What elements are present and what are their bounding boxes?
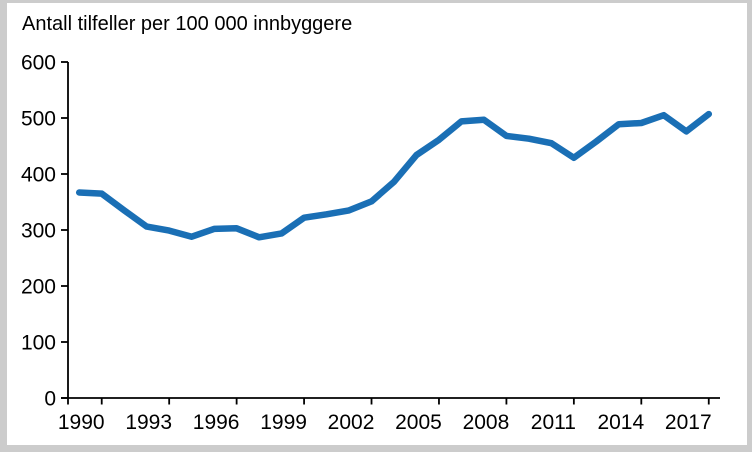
series-line bbox=[75, 110, 713, 241]
x-tick-label: 2008 bbox=[463, 411, 510, 434]
x-tick-label: 2014 bbox=[597, 411, 644, 434]
chart-title: Antall tilfeller per 100 000 innbyggere bbox=[22, 13, 353, 35]
x-tick-label: 2005 bbox=[395, 411, 442, 434]
tick-marks bbox=[61, 61, 710, 405]
tick-labels: 0 100 200 300 400 500 600 1990 1993 1996 1999 2002 2… bbox=[21, 52, 712, 435]
y-tick-label: 300 bbox=[21, 220, 56, 243]
y-tick-label: 600 bbox=[21, 52, 56, 75]
y-tick-label: 100 bbox=[21, 332, 56, 355]
x-tick-label: 1999 bbox=[260, 411, 307, 434]
x-tick-label: 1990 bbox=[58, 411, 105, 434]
x-tick-label: 1996 bbox=[193, 411, 240, 434]
y-tick-label: 0 bbox=[44, 388, 56, 411]
y-tick-label: 200 bbox=[21, 276, 56, 299]
x-tick-label: 2017 bbox=[665, 411, 712, 434]
x-tick-label: 2011 bbox=[531, 411, 576, 434]
x-tick-label: 1993 bbox=[125, 411, 172, 434]
x-tick-label: 2002 bbox=[328, 411, 375, 434]
y-tick-label: 500 bbox=[21, 108, 56, 131]
y-tick-label: 400 bbox=[21, 164, 56, 187]
